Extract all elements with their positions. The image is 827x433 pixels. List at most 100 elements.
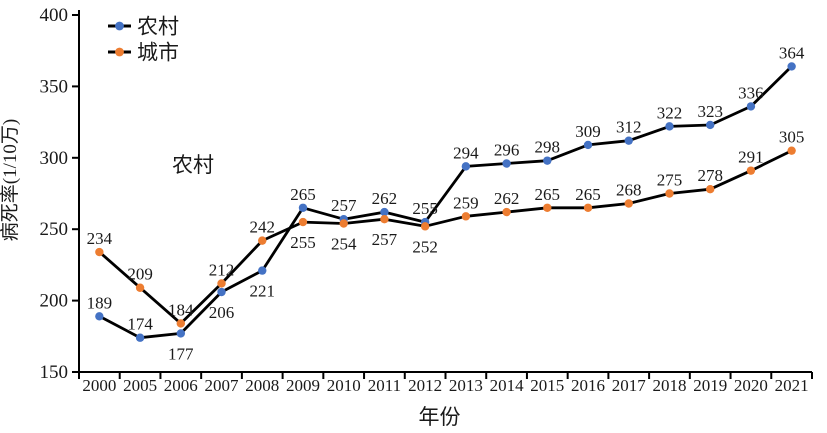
data-point-marker [665,189,674,198]
data-point-marker [502,207,511,217]
data-point-label: 268 [616,180,642,199]
x-tick-label: 2006 [164,376,198,395]
series-line [98,149,793,325]
x-tick-label: 2008 [245,376,279,395]
data-point-label: 291 [738,148,764,167]
data-point-label: 174 [127,315,153,334]
data-point-label: 254 [331,234,357,253]
y-tick-label: 250 [40,219,69,240]
data-point-label: 296 [494,141,520,160]
data-point-marker [624,136,633,145]
x-tick-label: 2021 [775,376,809,395]
data-point-marker [705,185,715,194]
x-tick-label: 2010 [327,376,361,395]
data-point-label: 336 [738,83,764,102]
data-point-marker [258,266,267,275]
data-point-marker [746,102,756,111]
y-tick-label: 300 [40,148,69,169]
x-tick-label: 2007 [205,376,240,395]
data-point-marker [705,120,715,130]
legend-marker-dot [115,21,124,31]
x-tick-label: 2017 [612,376,647,395]
x-tick-label: 2014 [490,376,525,395]
data-point-marker [583,140,593,150]
legend-marker-dot [115,47,124,57]
x-tick-label: 2012 [408,376,442,395]
data-point-label: 177 [168,344,194,363]
data-point-marker [298,203,308,212]
data-point-marker [217,287,226,297]
data-point-marker [135,283,145,292]
y-axis-title: 病死率(1/10万) [0,119,21,241]
data-point-label: 234 [87,229,113,248]
data-point-marker [217,279,226,288]
data-point-label: 212 [209,260,235,279]
data-point-label: 312 [616,118,642,137]
data-point-label: 305 [779,128,805,147]
x-tick-label: 2013 [449,376,483,395]
data-point-marker [624,199,633,208]
data-point-marker [583,203,593,212]
data-point-label: 364 [779,43,805,62]
data-point-marker [380,207,389,217]
data-point-marker [543,203,552,212]
plot-annotation: 农村 [172,153,214,177]
y-tick-label: 400 [40,5,69,26]
data-point-marker [176,329,186,338]
data-point-label: 206 [209,303,235,322]
data-point-label: 298 [535,138,561,157]
data-point-marker [135,333,145,342]
data-point-label: 255 [412,199,438,218]
y-tick-label: 350 [40,76,69,97]
x-tick-label: 2000 [82,376,116,395]
data-point-label: 209 [127,265,153,284]
data-point-marker [95,312,104,321]
x-tick-label: 2005 [123,376,157,395]
y-tick-label: 200 [40,291,69,312]
data-point-marker [176,319,186,328]
data-point-label: 265 [290,185,316,204]
x-tick-label: 2009 [286,376,320,395]
data-point-label: 221 [250,282,276,301]
data-point-label: 294 [453,143,479,162]
data-point-marker [543,156,552,165]
data-point-marker [461,212,471,221]
data-point-label: 255 [290,233,316,252]
x-tick-label: 2019 [693,376,727,395]
x-tick-label: 2016 [571,376,605,395]
data-point-label: 259 [453,193,479,212]
data-point-label: 275 [657,171,683,190]
data-point-label: 252 [412,237,438,256]
data-point-label: 262 [494,189,520,208]
x-axis-title: 年份 [419,405,461,429]
data-point-label: 257 [372,230,398,249]
data-point-label: 278 [697,166,723,185]
data-point-label: 242 [250,218,276,237]
data-point-marker [95,247,104,257]
data-point-marker [420,222,430,231]
data-point-label: 265 [575,185,601,204]
data-point-marker [746,166,756,175]
data-point-marker [298,217,308,227]
series-line [98,65,793,340]
data-point-label: 309 [575,122,601,141]
data-point-marker [787,62,796,71]
data-point-label: 257 [331,196,357,215]
x-tick-label: 2020 [734,376,768,395]
legend-label: 城市 [137,41,179,65]
data-point-marker [258,236,267,245]
data-point-marker [665,122,674,131]
x-tick-label: 2015 [530,376,564,395]
data-point-label: 265 [535,185,561,204]
data-point-label: 262 [372,189,398,208]
data-point-label: 184 [168,300,194,319]
data-point-label: 322 [657,103,683,122]
data-point-marker [787,146,796,155]
data-point-label: 189 [87,293,113,312]
data-point-marker [380,215,389,224]
y-tick-label: 150 [40,362,69,383]
data-point-label: 323 [697,102,723,121]
data-point-marker [461,162,471,171]
